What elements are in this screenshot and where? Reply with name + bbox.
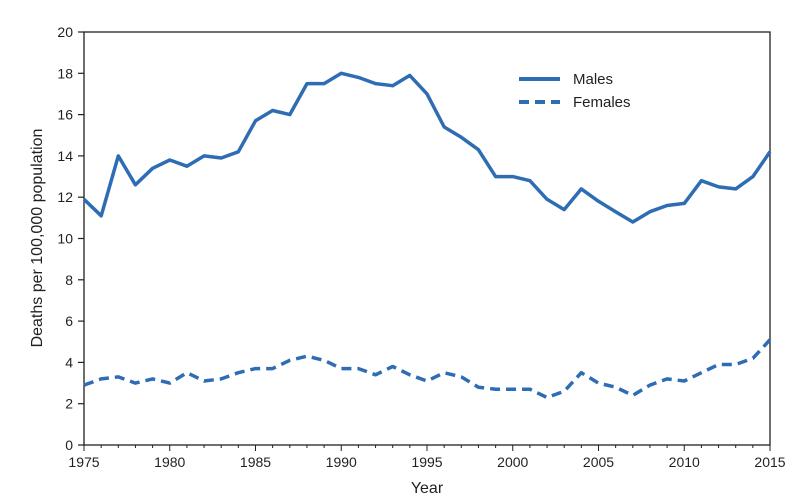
x-axis-title: Year — [411, 480, 444, 497]
y-tick-label: 8 — [65, 272, 73, 288]
series-line-males — [82, 71, 772, 224]
x-tick-label: 2010 — [669, 454, 700, 470]
legend: Males Females — [519, 71, 631, 111]
y-tick-label: 18 — [57, 65, 73, 81]
y-tick-label: 6 — [65, 313, 73, 329]
y-tick-label: 2 — [65, 396, 73, 412]
y-tick-label: 12 — [57, 189, 73, 205]
y-tick-label: 20 — [57, 24, 73, 40]
y-tick-label: 16 — [57, 107, 73, 123]
y-axis-title: Deaths per 100,000 population — [29, 129, 46, 348]
x-axis: 1975 1980 1985 1990 1995 2000 2005 2010 2015 — [68, 445, 786, 470]
x-tick-label: 2015 — [754, 454, 785, 470]
x-tick-label: 2005 — [583, 454, 614, 470]
x-tick-label: 1985 — [240, 454, 271, 470]
x-tick-label: 1980 — [154, 454, 185, 470]
legend-label-females: Females — [573, 94, 631, 111]
y-tick-label: 10 — [57, 231, 73, 247]
y-tick-label: 4 — [65, 354, 73, 370]
y-tick-label: 0 — [65, 437, 73, 453]
x-tick-label: 1990 — [326, 454, 357, 470]
series-layer — [82, 71, 772, 400]
y-axis: 0 2 4 6 8 10 12 14 16 18 20 — [57, 24, 84, 453]
series-line-females — [83, 338, 772, 400]
x-tick-label: 1975 — [68, 454, 99, 470]
legend-label-males: Males — [573, 71, 613, 88]
x-tick-label: 1995 — [411, 454, 442, 470]
x-tick-label: 2000 — [497, 454, 528, 470]
y-tick-label: 14 — [57, 148, 73, 164]
